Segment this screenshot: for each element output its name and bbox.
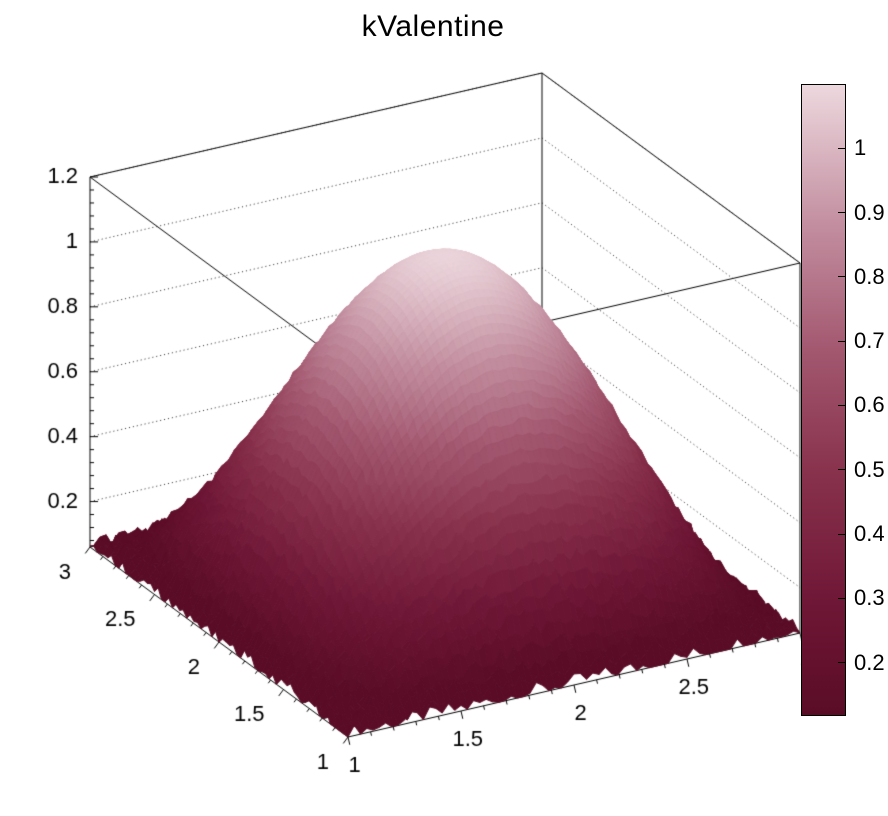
- chart-title: kValentine: [361, 10, 505, 43]
- colorbar-tick: [838, 212, 846, 214]
- colorbar-tick: [838, 597, 846, 599]
- colorbar-tick-label: 0.6: [854, 392, 885, 418]
- colorbar-gradient: [801, 84, 846, 716]
- colorbar-tick: [838, 533, 846, 535]
- colorbar-tick: [838, 147, 846, 149]
- colorbar-tick-label: 1: [854, 135, 867, 161]
- colorbar: 0.2 0.3 0.4 0.5 0.6 0.7 0.8 0.9 1: [801, 84, 888, 716]
- colorbar-tick-label: 0.2: [854, 649, 885, 675]
- colorbar-tick: [838, 662, 846, 664]
- colorbar-tick: [838, 276, 846, 278]
- colorbar-tick-label: 0.9: [854, 199, 885, 225]
- colorbar-tick: [838, 404, 846, 406]
- colorbar-tick-label: 0.8: [854, 263, 885, 289]
- colorbar-tick-label: 0.7: [854, 328, 885, 354]
- colorbar-tick-label: 0.3: [854, 585, 885, 611]
- colorbar-tick: [838, 340, 846, 342]
- colorbar-tick-label: 0.5: [854, 456, 885, 482]
- colorbar-tick: [838, 469, 846, 471]
- colorbar-tick-label: 0.4: [854, 521, 885, 546]
